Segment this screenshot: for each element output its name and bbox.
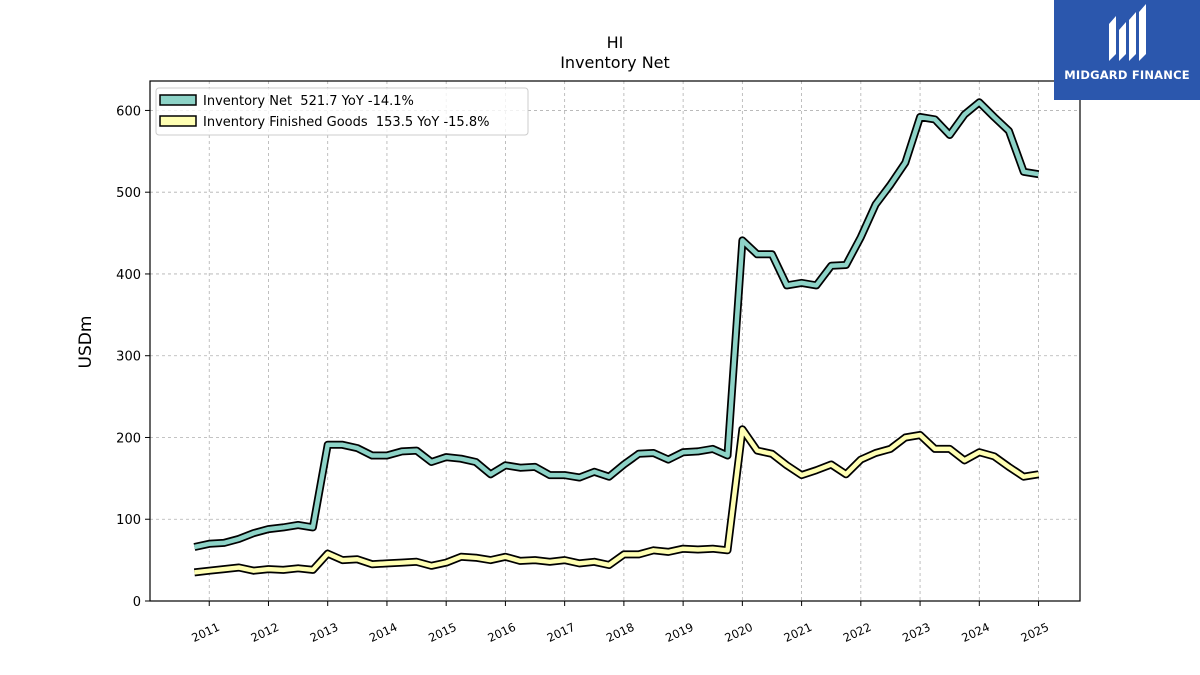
plot-frame <box>149 80 1081 602</box>
x-tick-label: 2012 <box>249 620 281 645</box>
y-tick-label: 300 <box>116 350 141 365</box>
y-tick-label: 100 <box>116 513 141 528</box>
y-axis: 0 100 200 300 400 500 600 <box>116 104 150 610</box>
x-tick-label: 2014 <box>367 620 399 645</box>
y-axis-label: USDm <box>76 316 96 369</box>
legend-label-inventory-net: Inventory Net 521.7 YoY -14.1% <box>203 94 414 109</box>
brand-logo: MIDGARD FINANCE <box>1054 0 1200 100</box>
y-tick-label: 600 <box>116 104 141 119</box>
x-tick-label: 2019 <box>663 620 695 645</box>
x-tick-label: 2022 <box>841 620 873 645</box>
x-tick-label: 2011 <box>189 620 221 645</box>
x-tick-label: 2023 <box>900 620 932 645</box>
legend-swatch-inventory-net <box>159 94 197 106</box>
legend-swatch-finished-goods <box>159 115 197 127</box>
x-tick-label: 2017 <box>545 620 577 645</box>
x-axis: 2011 2012 2013 2014 2015 2016 2017 2018 2019 2020… <box>189 601 1051 645</box>
x-tick-label: 2016 <box>485 620 517 645</box>
midgard-logo-icon <box>1109 4 1146 61</box>
x-tick-label: 2021 <box>782 620 814 645</box>
x-tick-label: 2013 <box>308 620 340 645</box>
x-tick-label: 2015 <box>426 620 458 645</box>
chart-title: HI <box>607 33 624 52</box>
chart-subtitle: Inventory Net <box>560 53 670 72</box>
y-tick-label: 400 <box>116 268 141 283</box>
y-tick-label: 500 <box>116 186 141 201</box>
legend-label-finished-goods: Inventory Finished Goods 153.5 YoY -15.8… <box>203 115 489 130</box>
y-tick-label: 200 <box>116 431 141 446</box>
series-line-inventory-finished-goods <box>194 427 1039 575</box>
series-line-inventory-net <box>193 100 1039 550</box>
x-tick-label: 2025 <box>1019 620 1051 645</box>
x-tick-label: 2024 <box>959 620 991 645</box>
brand-name: MIDGARD FINANCE <box>1064 68 1190 82</box>
y-tick-label: 0 <box>133 595 141 610</box>
legend-box <box>155 87 529 136</box>
grid <box>150 81 1080 602</box>
series-lines <box>193 98 1040 577</box>
legend: Inventory Net 521.7 YoY -14.1% Inventory… <box>155 87 529 136</box>
x-tick-label: 2020 <box>722 620 754 645</box>
x-tick-label: 2018 <box>604 620 636 645</box>
